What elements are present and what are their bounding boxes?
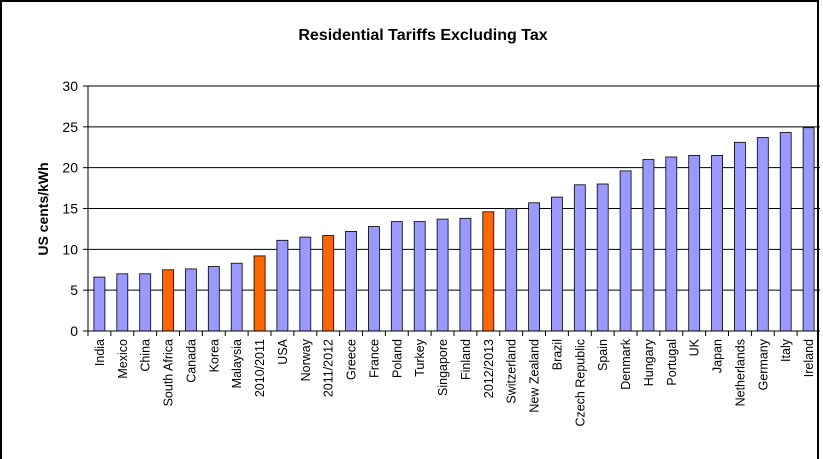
y-tick-label: 20 xyxy=(62,160,78,176)
x-tick-label: Canada xyxy=(184,339,198,383)
x-tick-label: Korea xyxy=(207,339,221,372)
bar-finland: Finland: 13.8 xyxy=(459,217,472,332)
bar-china: China: 7 xyxy=(139,273,152,332)
x-tick-label: Greece xyxy=(345,339,359,380)
x-tick-label: 2012/2013 xyxy=(482,339,496,398)
x-tick-label: Denmark xyxy=(619,338,633,389)
x-tick-label: Netherlands xyxy=(733,339,747,406)
bar-new-zealand: New Zealand: 15.7 xyxy=(528,202,540,332)
bar-canada: Canada: 7.6 xyxy=(184,268,197,332)
bar-2010-2011: 2010/2011: 9.2 xyxy=(253,255,266,332)
bar-czech-republic: Czech Republic: 17.9 xyxy=(573,184,586,332)
x-tick-label: Italy xyxy=(779,338,793,362)
x-tick-label: Mexico xyxy=(116,339,130,379)
axes xyxy=(83,85,820,336)
bar-germany: Germany: 23.7 xyxy=(756,137,769,332)
x-tick-label: 2011/2012 xyxy=(322,339,336,397)
bar-malaysia: Malaysia: 8.3 xyxy=(230,262,243,332)
bar-japan: Japan: 21.5 xyxy=(711,154,723,332)
y-tick-label: 0 xyxy=(70,323,78,339)
y-tick-labels: 0 5 10 15 20 25 30 xyxy=(62,78,78,339)
x-tick-label: Turkey xyxy=(413,338,427,376)
y-tick-label: 30 xyxy=(62,78,78,94)
bar-switzerland: Switzerland: 15 xyxy=(505,208,518,332)
x-tick-label: Singapore xyxy=(436,339,450,396)
bar-greece: Greece: 12.2 xyxy=(345,230,358,332)
x-tick-label: New Zealand xyxy=(528,339,542,413)
bar-brazil: Brazil: 16.4 xyxy=(551,196,563,332)
bar-south-africa: South Africa: 7.5 xyxy=(162,269,175,332)
bar-france: France: 12.8 xyxy=(367,226,380,332)
bar-usa: USA: 11.1 xyxy=(276,239,289,332)
x-tick-label: Japan xyxy=(711,339,725,373)
x-tick-label: Spain xyxy=(596,339,610,371)
bar-mexico: Mexico: 7 xyxy=(116,273,129,332)
bar-denmark: Denmark: 19.6 xyxy=(619,170,632,332)
bar-turkey: Turkey: 13.4 xyxy=(413,221,426,332)
x-tick-label: France xyxy=(367,339,381,378)
x-tick-label: India xyxy=(93,339,107,366)
bar-netherlands: Netherlands: 23.1 xyxy=(734,141,746,332)
gridlines xyxy=(88,85,820,291)
x-tick-label: USA xyxy=(276,338,290,364)
x-tick-label: UK xyxy=(688,338,702,356)
x-tick-label: Switzerland xyxy=(505,339,519,404)
bar-poland: Poland: 13.4 xyxy=(390,221,403,332)
x-tick-label: Hungary xyxy=(642,338,656,386)
bar-ireland: Ireland: 24.9 xyxy=(802,127,815,332)
x-tick-label: Portugal xyxy=(665,339,679,386)
bar-italy: Italy: 24.3 xyxy=(779,132,792,332)
bar-2012-2013: 2012/2013: 14.6 xyxy=(482,211,495,332)
bar-portugal: Portugal: 21.3 xyxy=(665,156,678,332)
bar-2011-2012: 2011/2012: 11.7 xyxy=(322,235,335,332)
x-tick-label: Ireland xyxy=(802,339,816,377)
x-tick-label: Germany xyxy=(756,338,770,390)
bar-india: India: 6.6 xyxy=(93,276,106,332)
x-tick-label: Norway xyxy=(299,338,313,381)
bar-korea: Korea: 7.9 xyxy=(207,266,220,332)
y-tick-label: 25 xyxy=(62,119,78,135)
y-tick-label: 5 xyxy=(70,282,78,298)
x-tick-label: South Africa xyxy=(162,339,176,406)
bar-uk: UK: 21.5 xyxy=(688,154,701,332)
x-tick-label: Malaysia xyxy=(230,339,244,388)
bar-spain: Spain: 18 xyxy=(596,183,609,332)
x-tick-label: Finland xyxy=(459,339,473,380)
bars: India: 6.6 Mexico: 7 China: 7 South Africa:… xyxy=(93,127,815,332)
y-tick-label: 15 xyxy=(62,201,78,217)
x-tick-label: 2010/2011 xyxy=(253,339,267,397)
x-tick-label: Czech Republic xyxy=(573,339,587,427)
bar-singapore: Singapore: 13.7 xyxy=(436,218,449,332)
chart-title: Residential Tariffs Excluding Tax xyxy=(298,27,547,44)
y-axis-label: US cents/kWh xyxy=(35,162,51,255)
x-tick-labels: India Mexico China South Africa Canada Korea M… xyxy=(93,338,816,426)
x-tick-label: Brazil xyxy=(550,339,564,370)
y-tick-label: 10 xyxy=(62,241,78,257)
x-tick-label: China xyxy=(139,339,153,372)
x-tick-label: Poland xyxy=(390,339,404,378)
bar-norway: Norway: 11.5 xyxy=(299,236,312,332)
bar-hungary: Hungary: 21 xyxy=(642,159,655,332)
